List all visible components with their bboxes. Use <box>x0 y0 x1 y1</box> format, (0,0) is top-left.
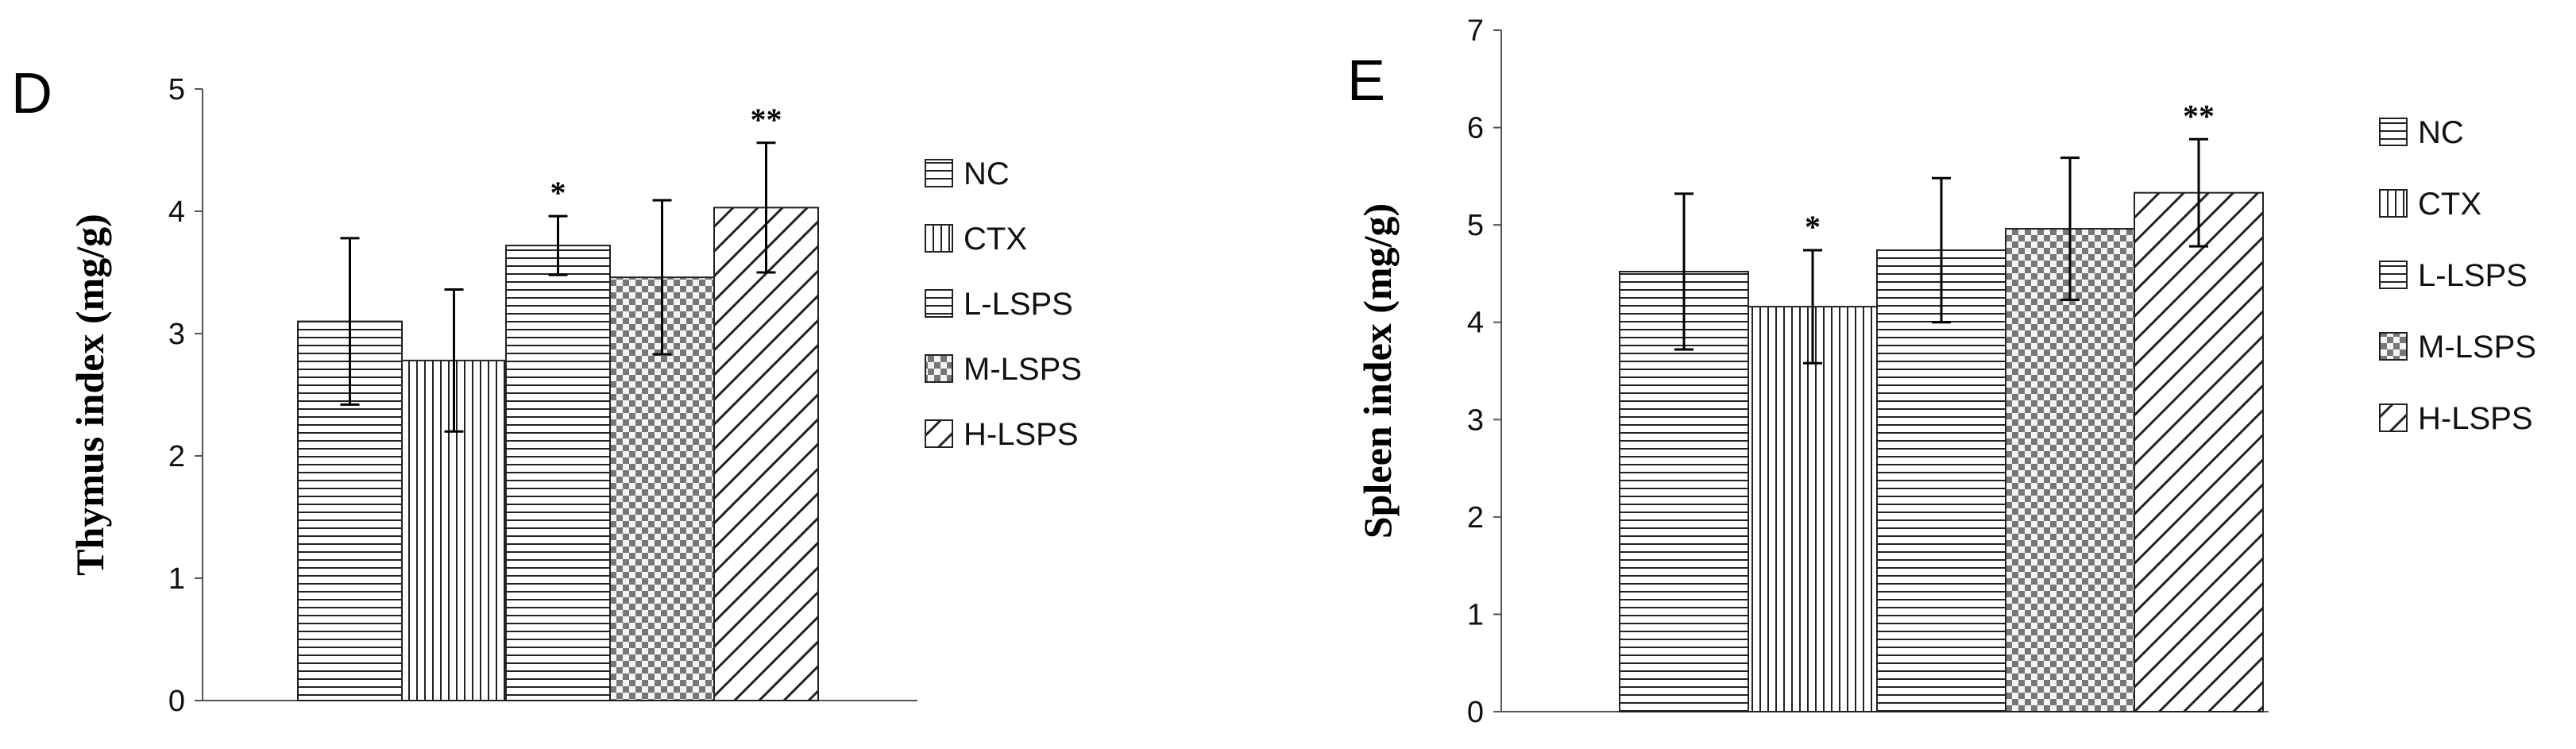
spleen-y-tick-label: 3 <box>1467 403 1484 437</box>
thymus-legend-label-ctx: CTX <box>964 222 1027 257</box>
spleen-y-tick-label: 1 <box>1467 598 1484 631</box>
thymus-legend-label-m-lsps: M-LSPS <box>964 352 1082 387</box>
spleen-y-tick-label: 0 <box>1467 696 1484 729</box>
thymus-y-tick-label: 4 <box>168 195 185 229</box>
spleen-bar-h-lsps <box>2134 191 2264 713</box>
spleen-y-tick-label: 5 <box>1467 209 1484 242</box>
thymus-legend-label-l-lsps: L-LSPS <box>964 287 1073 322</box>
thymus-legend-swatch-nc <box>925 159 953 187</box>
spleen-legend-swatch-l-lsps <box>2379 261 2408 289</box>
spleen-y-tick-label: 6 <box>1467 112 1484 145</box>
spleen-legend-label-h-lsps: H-LSPS <box>2418 401 2533 436</box>
thymus-legend-swatch-ctx <box>925 224 953 253</box>
spleen-y-tick-label: 4 <box>1467 307 1484 340</box>
spleen-legend-swatch-ctx <box>2379 189 2408 218</box>
spleen-legend-swatch-m-lsps <box>2379 332 2408 361</box>
thymus-legend-label-nc: NC <box>964 156 1010 191</box>
thymus-bar-h-lsps <box>713 207 819 701</box>
thymus-y-tick-label: 2 <box>168 440 185 473</box>
spleen-y-tick-label: 2 <box>1467 501 1484 535</box>
thymus-y-axis-title: Thymus index (mg/g) <box>68 214 112 576</box>
spleen-significance-ctx: * <box>1805 209 1821 245</box>
spleen-y-axis-title: Spleen index (mg/g) <box>1355 203 1400 539</box>
spleen-y-tick-label: 7 <box>1467 14 1484 48</box>
spleen-significance-h-lsps: ** <box>2183 98 2215 133</box>
thymus-bar-l-lsps <box>505 245 611 701</box>
spleen-index-chart: E Spleen index (mg/g) 0 1 2 3 4 5 6 7 * ** NC CTX L-LS… <box>1288 0 2576 749</box>
thymus-y-tick-label: 5 <box>168 73 185 106</box>
spleen-legend-label-m-lsps: M-LSPS <box>2418 330 2536 365</box>
thymus-y-tick-label: 3 <box>168 318 185 351</box>
thymus-significance-l-lsps: * <box>550 175 566 210</box>
thymus-y-tick-label: 1 <box>168 562 185 596</box>
spleen-panel-label: E <box>1347 49 1385 113</box>
spleen-legend-swatch-h-lsps <box>2379 403 2408 432</box>
spleen-legend-label-ctx: CTX <box>2418 187 2481 222</box>
spleen-legend-label-nc: NC <box>2418 115 2464 150</box>
thymus-legend-swatch-h-lsps <box>925 419 953 448</box>
thymus-legend-swatch-m-lsps <box>925 354 953 383</box>
thymus-significance-h-lsps: ** <box>751 102 782 137</box>
spleen-legend-swatch-nc <box>2379 118 2408 146</box>
spleen-bar-ctx <box>1748 306 1878 712</box>
thymus-index-chart: D Thymus index (mg/g) 0 1 2 3 4 5 * ** NC CTX L-LSPS… <box>11 62 1082 718</box>
spleen-bar-m-lsps <box>2005 228 2135 712</box>
thymus-legend-label-h-lsps: H-LSPS <box>964 417 1079 452</box>
thymus-y-tick-label: 0 <box>168 685 185 718</box>
thymus-panel-label: D <box>11 62 52 125</box>
spleen-legend-label-l-lsps: L-LSPS <box>2418 258 2528 293</box>
thymus-legend-swatch-l-lsps <box>925 289 953 318</box>
